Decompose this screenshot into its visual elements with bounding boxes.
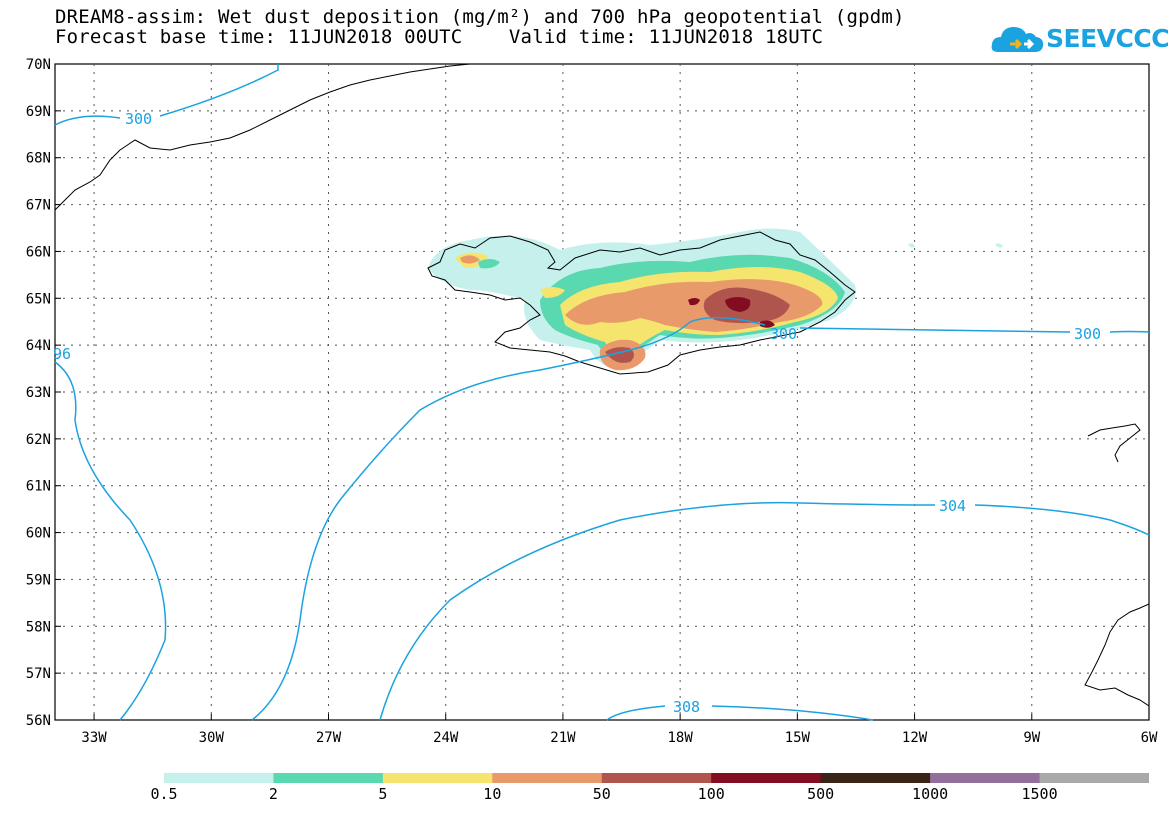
lat-label: 69N — [26, 104, 51, 120]
legend-swatch — [930, 773, 1041, 783]
lat-label: 57N — [26, 666, 51, 682]
contour-label: 300 — [770, 325, 797, 343]
lat-label: 59N — [26, 572, 51, 588]
geopotential-contours — [54, 64, 1150, 721]
latitude-axis: 70N 69N 68N 67N 66N 65N 64N 63N 62N 61N 60N 59N 58N 5… — [26, 57, 61, 729]
legend-swatch — [492, 773, 603, 783]
legend-label: 2 — [268, 785, 278, 803]
contour-label: 300 — [125, 110, 152, 128]
lon-label: 15W — [785, 730, 811, 746]
legend-label: 10 — [483, 785, 502, 803]
lat-label: 67N — [26, 198, 51, 214]
legend-label: 50 — [592, 785, 611, 803]
lon-label: 18W — [667, 730, 693, 746]
legend-swatch — [164, 773, 274, 783]
lon-label: 12W — [902, 730, 928, 746]
legend-colorbar — [164, 773, 1149, 783]
longitude-axis: 33W 30W 27W 24W 21W 18W 15W 12W 9W 6W — [81, 714, 1158, 746]
lat-label: 70N — [26, 57, 51, 73]
lon-label: 27W — [316, 730, 342, 746]
legend-label: 1000 — [912, 785, 949, 803]
logo-text: SEEVCCC — [1046, 24, 1170, 53]
lat-label: 63N — [26, 385, 51, 401]
contour-label: 96 — [53, 345, 71, 363]
lon-label: 6W — [1141, 730, 1158, 746]
contour-labels: 300 300 300 304 308 96 — [53, 110, 1101, 716]
cloud-icon — [991, 27, 1044, 52]
contour-label: 304 — [939, 497, 966, 515]
legend-label: 0.5 — [150, 785, 178, 803]
lat-label: 64N — [26, 338, 51, 354]
coastlines — [54, 63, 1150, 707]
lon-label: 9W — [1023, 730, 1040, 746]
graticule — [55, 64, 1149, 720]
legend-swatch — [711, 773, 822, 783]
legend-label: 100 — [697, 785, 725, 803]
legend-swatch — [1039, 773, 1149, 783]
lat-label: 60N — [26, 526, 51, 542]
lat-label: 58N — [26, 619, 51, 635]
lon-label: 21W — [550, 730, 576, 746]
contour-label: 308 — [673, 698, 700, 716]
lon-label: 33W — [81, 730, 107, 746]
lat-label: 61N — [26, 479, 51, 495]
legend-swatch — [601, 773, 712, 783]
legend-swatch — [382, 773, 493, 783]
lat-label: 65N — [26, 291, 51, 307]
legend-label: 1500 — [1021, 785, 1058, 803]
lon-label: 24W — [433, 730, 459, 746]
lon-label: 30W — [199, 730, 225, 746]
lat-label: 66N — [26, 244, 51, 260]
lat-label: 56N — [26, 713, 51, 729]
dust-deposition-field — [428, 228, 1003, 371]
seevccc-logo: SEEVCCC — [990, 22, 1170, 56]
legend-label: 5 — [378, 785, 388, 803]
contour-label: 300 — [1074, 325, 1101, 343]
chart-title-line1: DREAM8-assim: Wet dust deposition (mg/m²… — [55, 6, 905, 28]
legend-label: 500 — [807, 785, 835, 803]
lat-label: 62N — [26, 432, 51, 448]
legend-swatch — [820, 773, 931, 783]
chart-title-line2: Forecast base time: 11JUN2018 00UTC Vali… — [55, 26, 824, 48]
legend-swatch — [273, 773, 384, 783]
lat-label: 68N — [26, 151, 51, 167]
